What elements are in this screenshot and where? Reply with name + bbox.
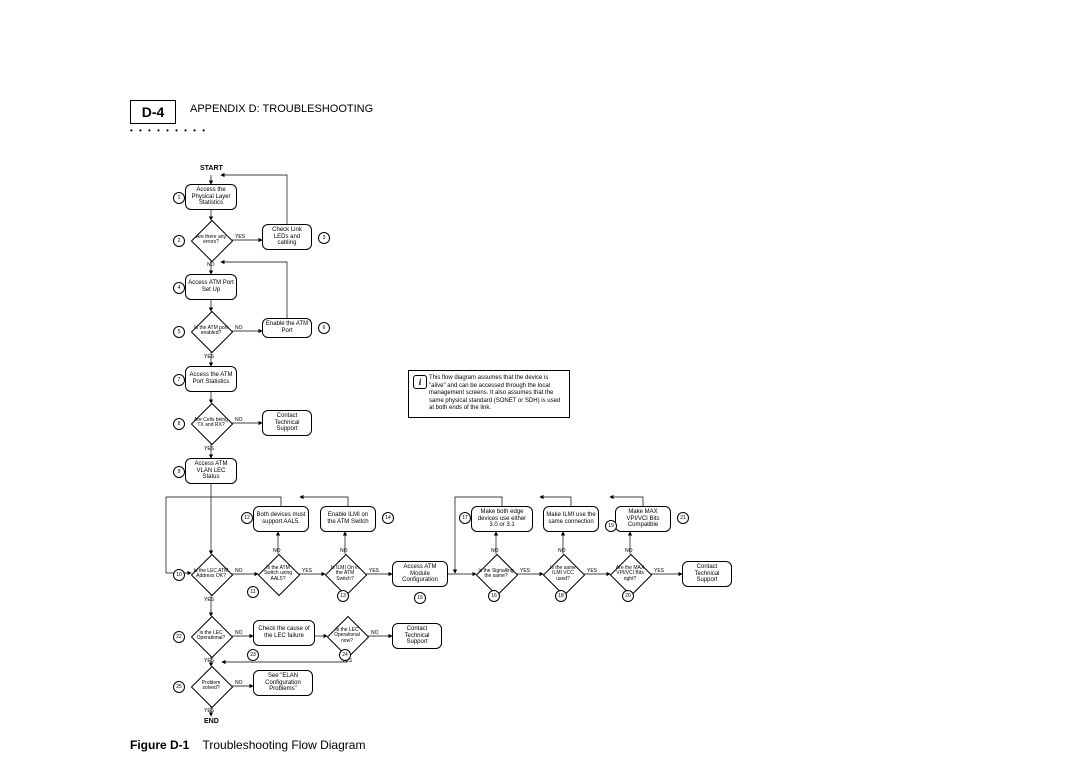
step-number-9: 9 (173, 466, 185, 478)
page-number-box: D-4 (130, 100, 176, 124)
step-number-7: 7 (173, 374, 185, 386)
edge-label: YES (369, 568, 379, 574)
edge-label: YES (204, 597, 214, 603)
step-number-15: 15 (414, 592, 426, 604)
flow-node-20: Are the MAX VPI/VCI Bits right? (610, 554, 650, 594)
step-number-4: 4 (173, 282, 185, 294)
edge-label: YES (654, 568, 664, 574)
flow-node-25: Problem solved? (191, 666, 231, 706)
figure-caption: Figure D-1 Troubleshooting Flow Diagram (130, 738, 365, 752)
flow-node-4: Access ATM Port Set Up (185, 274, 237, 300)
edge-label: YES (204, 446, 214, 452)
edge-label: YES (204, 354, 214, 360)
info-note-box: iThis flow diagram assumes that the devi… (408, 370, 570, 418)
step-number-13: 13 (337, 590, 349, 602)
edge-label: YES (302, 568, 312, 574)
edge-label: NO (371, 630, 379, 636)
flow-node-22: Is the LEC Operational? (191, 616, 231, 656)
flow-node-5: Is the ATM port enabled? (191, 311, 231, 351)
step-number-24: 24 (339, 649, 351, 661)
step-number-19: 19 (605, 520, 617, 532)
header-dots: • • • • • • • • • (130, 126, 207, 135)
step-number-8: 8 (173, 418, 185, 430)
flow-node-1: Access the Physical Layer Statistics (185, 184, 237, 210)
edge-label: NO (235, 630, 243, 636)
edge-label: YES (235, 234, 245, 240)
step-number-1: 1 (173, 192, 185, 204)
step-number-14: 14 (382, 512, 394, 524)
edge-label: YES (520, 568, 530, 574)
step-number-16: 16 (488, 590, 500, 602)
flow-node-8a: Contact Technical Support (262, 410, 312, 436)
step-number-21: 21 (677, 512, 689, 524)
edge-label: NO (273, 548, 281, 554)
end-label: END (204, 718, 219, 725)
step-number-10: 10 (173, 569, 185, 581)
edge-label: NO (340, 548, 348, 554)
flow-node-12: Both devices must support AAL5. (253, 506, 309, 532)
edge-label: NO (207, 262, 215, 268)
flow-node-14: Enable ILMI on the ATM Switch (320, 506, 376, 532)
edge-label: NO (558, 548, 566, 554)
flow-node-6: Enable the ATM Port (262, 318, 312, 338)
flow-node-24a: Contact Technical Support (392, 623, 442, 649)
step-number-3: 3 (318, 232, 330, 244)
figure-caption-text: Troubleshooting Flow Diagram (202, 738, 365, 752)
flow-node-9: Access ATM VLAN LEC Status (185, 458, 237, 484)
step-number-5: 5 (173, 326, 185, 338)
edge-label: NO (235, 568, 243, 574)
step-number-23: 23 (247, 649, 259, 661)
flow-node-13: Is ILMI On in the ATM Switch? (325, 554, 365, 594)
flow-node-25a: See "ELAN Configuration Problems" (253, 670, 313, 696)
step-number-22: 22 (173, 631, 185, 643)
flow-node-19: Make ILMI use the same connection (543, 506, 599, 532)
info-icon: i (413, 375, 427, 389)
edge-label: NO (491, 548, 499, 554)
edge-label: YES (587, 568, 597, 574)
edge-label: YES (204, 708, 214, 714)
step-number-17: 17 (459, 512, 471, 524)
start-label: START (200, 165, 223, 172)
edge-label: NO (235, 680, 243, 686)
step-number-11: 11 (247, 586, 259, 598)
flow-node-2: Are there any errors? (191, 220, 231, 260)
step-number-12: 12 (241, 512, 253, 524)
flow-node-16: Is the Signalling the same? (476, 554, 516, 594)
flow-node-8: Are Cells being TX and RX? (191, 403, 231, 443)
edge-label: YES (204, 658, 214, 664)
edge-label: NO (235, 325, 243, 331)
step-number-2: 2 (173, 235, 185, 247)
flow-node-3: Check Link LEDs and cabling (262, 224, 312, 250)
flow-node-18: Is the same ILMI VCC used? (543, 554, 583, 594)
flow-node-15: Access ATM Module Configuration (392, 561, 448, 587)
step-number-18: 18 (555, 590, 567, 602)
step-number-20: 20 (622, 590, 634, 602)
page-header-title: APPENDIX D: TROUBLESHOOTING (190, 103, 373, 115)
flow-node-21: Make MAX VPI/VCI Bits Compatible (615, 506, 671, 532)
flow-node-7: Access the ATM Port Statistics (185, 366, 237, 392)
edge-label: NO (235, 417, 243, 423)
flow-node-10: Is the LEC ATM Address OK? (191, 554, 231, 594)
flow-node-23: Check the cause of the LEC failure (253, 620, 315, 646)
figure-ref: Figure D-1 (130, 738, 189, 752)
flow-node-11: Is the ATM Switch using AAL5? (258, 554, 298, 594)
flow-node-17: Make both edge devices use either 3.0 or… (471, 506, 533, 532)
edge-label: NO (625, 548, 633, 554)
flow-node-21a: Contact Technical Support (682, 561, 732, 587)
step-number-25: 25 (173, 681, 185, 693)
step-number-6: 6 (318, 322, 330, 334)
